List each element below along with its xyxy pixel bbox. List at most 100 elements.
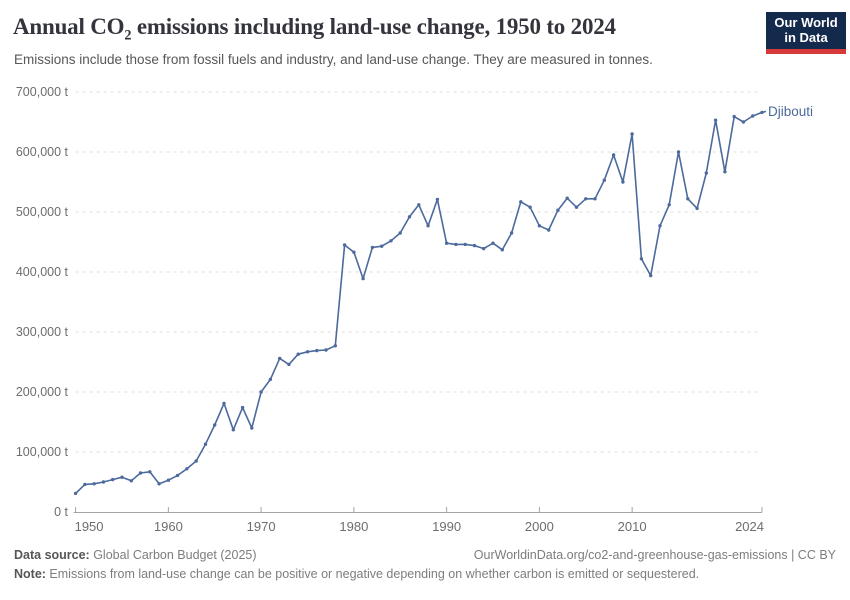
y-axis-tick-label: 400,000 t [16, 265, 69, 279]
y-axis-tick-label: 100,000 t [16, 445, 69, 459]
owid-logo-line2: in Data [784, 30, 828, 45]
data-point [649, 273, 653, 278]
data-point [157, 482, 161, 486]
data-point [435, 197, 440, 202]
data-point [101, 480, 106, 484]
chart-title-subscript: 2 [124, 27, 132, 44]
y-axis-tick-label: 200,000 t [16, 385, 69, 399]
data-point [500, 248, 504, 252]
data-point [315, 348, 319, 353]
data-point [278, 356, 282, 361]
data-point [148, 470, 152, 474]
data-point [175, 473, 180, 478]
data-point [417, 203, 421, 207]
y-axis-tick-label: 500,000 t [16, 205, 69, 219]
data-point [482, 246, 486, 251]
data-point [324, 348, 328, 352]
data-point [352, 250, 356, 254]
data-point [296, 352, 300, 356]
data-source-text: Global Carbon Budget (2025) [89, 548, 257, 562]
emissions-line-chart: 0 t 100,000 t 200,000 t 300,000 t 400,000 t 5… [16, 85, 813, 534]
data-point [380, 244, 384, 248]
y-axis-tick-label: 700,000 t [16, 85, 69, 99]
data-source-line: Data source: Global Carbon Budget (2025) [14, 548, 257, 562]
data-point [491, 241, 495, 245]
data-point [547, 228, 551, 232]
data-point [639, 257, 644, 261]
data-point [574, 205, 579, 209]
data-point [92, 482, 96, 486]
series-label-leader [762, 110, 767, 114]
data-point [556, 208, 560, 212]
data-point [240, 405, 245, 410]
data-point [389, 239, 393, 243]
data-point [593, 197, 597, 201]
data-point [584, 197, 588, 201]
data-point [231, 428, 235, 432]
data-point [565, 196, 569, 200]
data-point [333, 344, 337, 348]
x-axis-tick-label: 2024 [735, 519, 764, 534]
data-point [751, 114, 755, 118]
data-point [602, 178, 606, 182]
owid-logo-box: Our World in Data [766, 12, 846, 49]
data-point [398, 231, 402, 235]
data-point [259, 390, 263, 394]
data-point [713, 118, 718, 122]
x-axis-tick-label: 1950 [75, 519, 104, 534]
data-point [83, 482, 87, 487]
data-point [537, 224, 542, 228]
data-point [305, 350, 310, 354]
data-point [213, 423, 217, 427]
data-point [73, 491, 78, 496]
x-axis-tick-label: 1990 [432, 519, 461, 534]
data-point [268, 377, 273, 382]
y-axis-tick-label: 300,000 t [16, 325, 69, 339]
data-point [472, 243, 477, 248]
data-point [194, 459, 198, 463]
data-point [732, 114, 736, 119]
y-axis-tick-label: 0 t [54, 505, 68, 519]
djibouti-emissions-line [74, 111, 763, 495]
data-point [454, 242, 458, 247]
data-point [519, 200, 523, 204]
data-point [120, 475, 124, 479]
data-point [407, 215, 412, 219]
data-point [361, 276, 365, 281]
chart-title: Annual CO2 emissions including land-use … [13, 14, 616, 43]
data-point [695, 206, 699, 211]
note-label: Note: [14, 567, 46, 581]
data-point [509, 231, 514, 235]
data-point [463, 242, 467, 247]
series-label-djibouti: Djibouti [768, 104, 813, 119]
data-point [166, 478, 171, 482]
data-point [129, 479, 133, 483]
data-point [686, 197, 690, 201]
owid-url-credit: OurWorldinData.org/co2-and-greenhouse-ga… [473, 548, 836, 562]
data-point [658, 224, 662, 228]
data-source-label: Data source: [14, 548, 90, 562]
data-point [611, 153, 616, 157]
data-point [370, 245, 375, 250]
note-line: Note: Emissions from land-use change can… [14, 567, 699, 581]
data-point [287, 362, 291, 367]
note-text: Emissions from land-use change can be po… [45, 567, 700, 581]
chart-title-text: Annual CO [13, 14, 125, 39]
data-point [741, 120, 746, 124]
chart-area: 0 t 100,000 t 200,000 t 300,000 t 400,000 t 5… [0, 80, 850, 540]
data-point [630, 132, 634, 136]
owid-logo: Our World in Data [766, 12, 846, 54]
data-point [723, 170, 727, 174]
data-point [138, 471, 143, 475]
data-point [111, 477, 115, 482]
y-axis-tick-label: 600,000 t [16, 145, 69, 159]
data-point [203, 442, 208, 446]
owid-logo-line1: Our World [774, 15, 838, 30]
data-point [667, 203, 671, 207]
data-point [528, 205, 532, 209]
chart-title-rest: emissions including land-use change, 195… [131, 14, 616, 39]
data-point [250, 426, 254, 430]
x-axis-tick-label: 1960 [154, 519, 183, 534]
data-point [222, 401, 226, 406]
